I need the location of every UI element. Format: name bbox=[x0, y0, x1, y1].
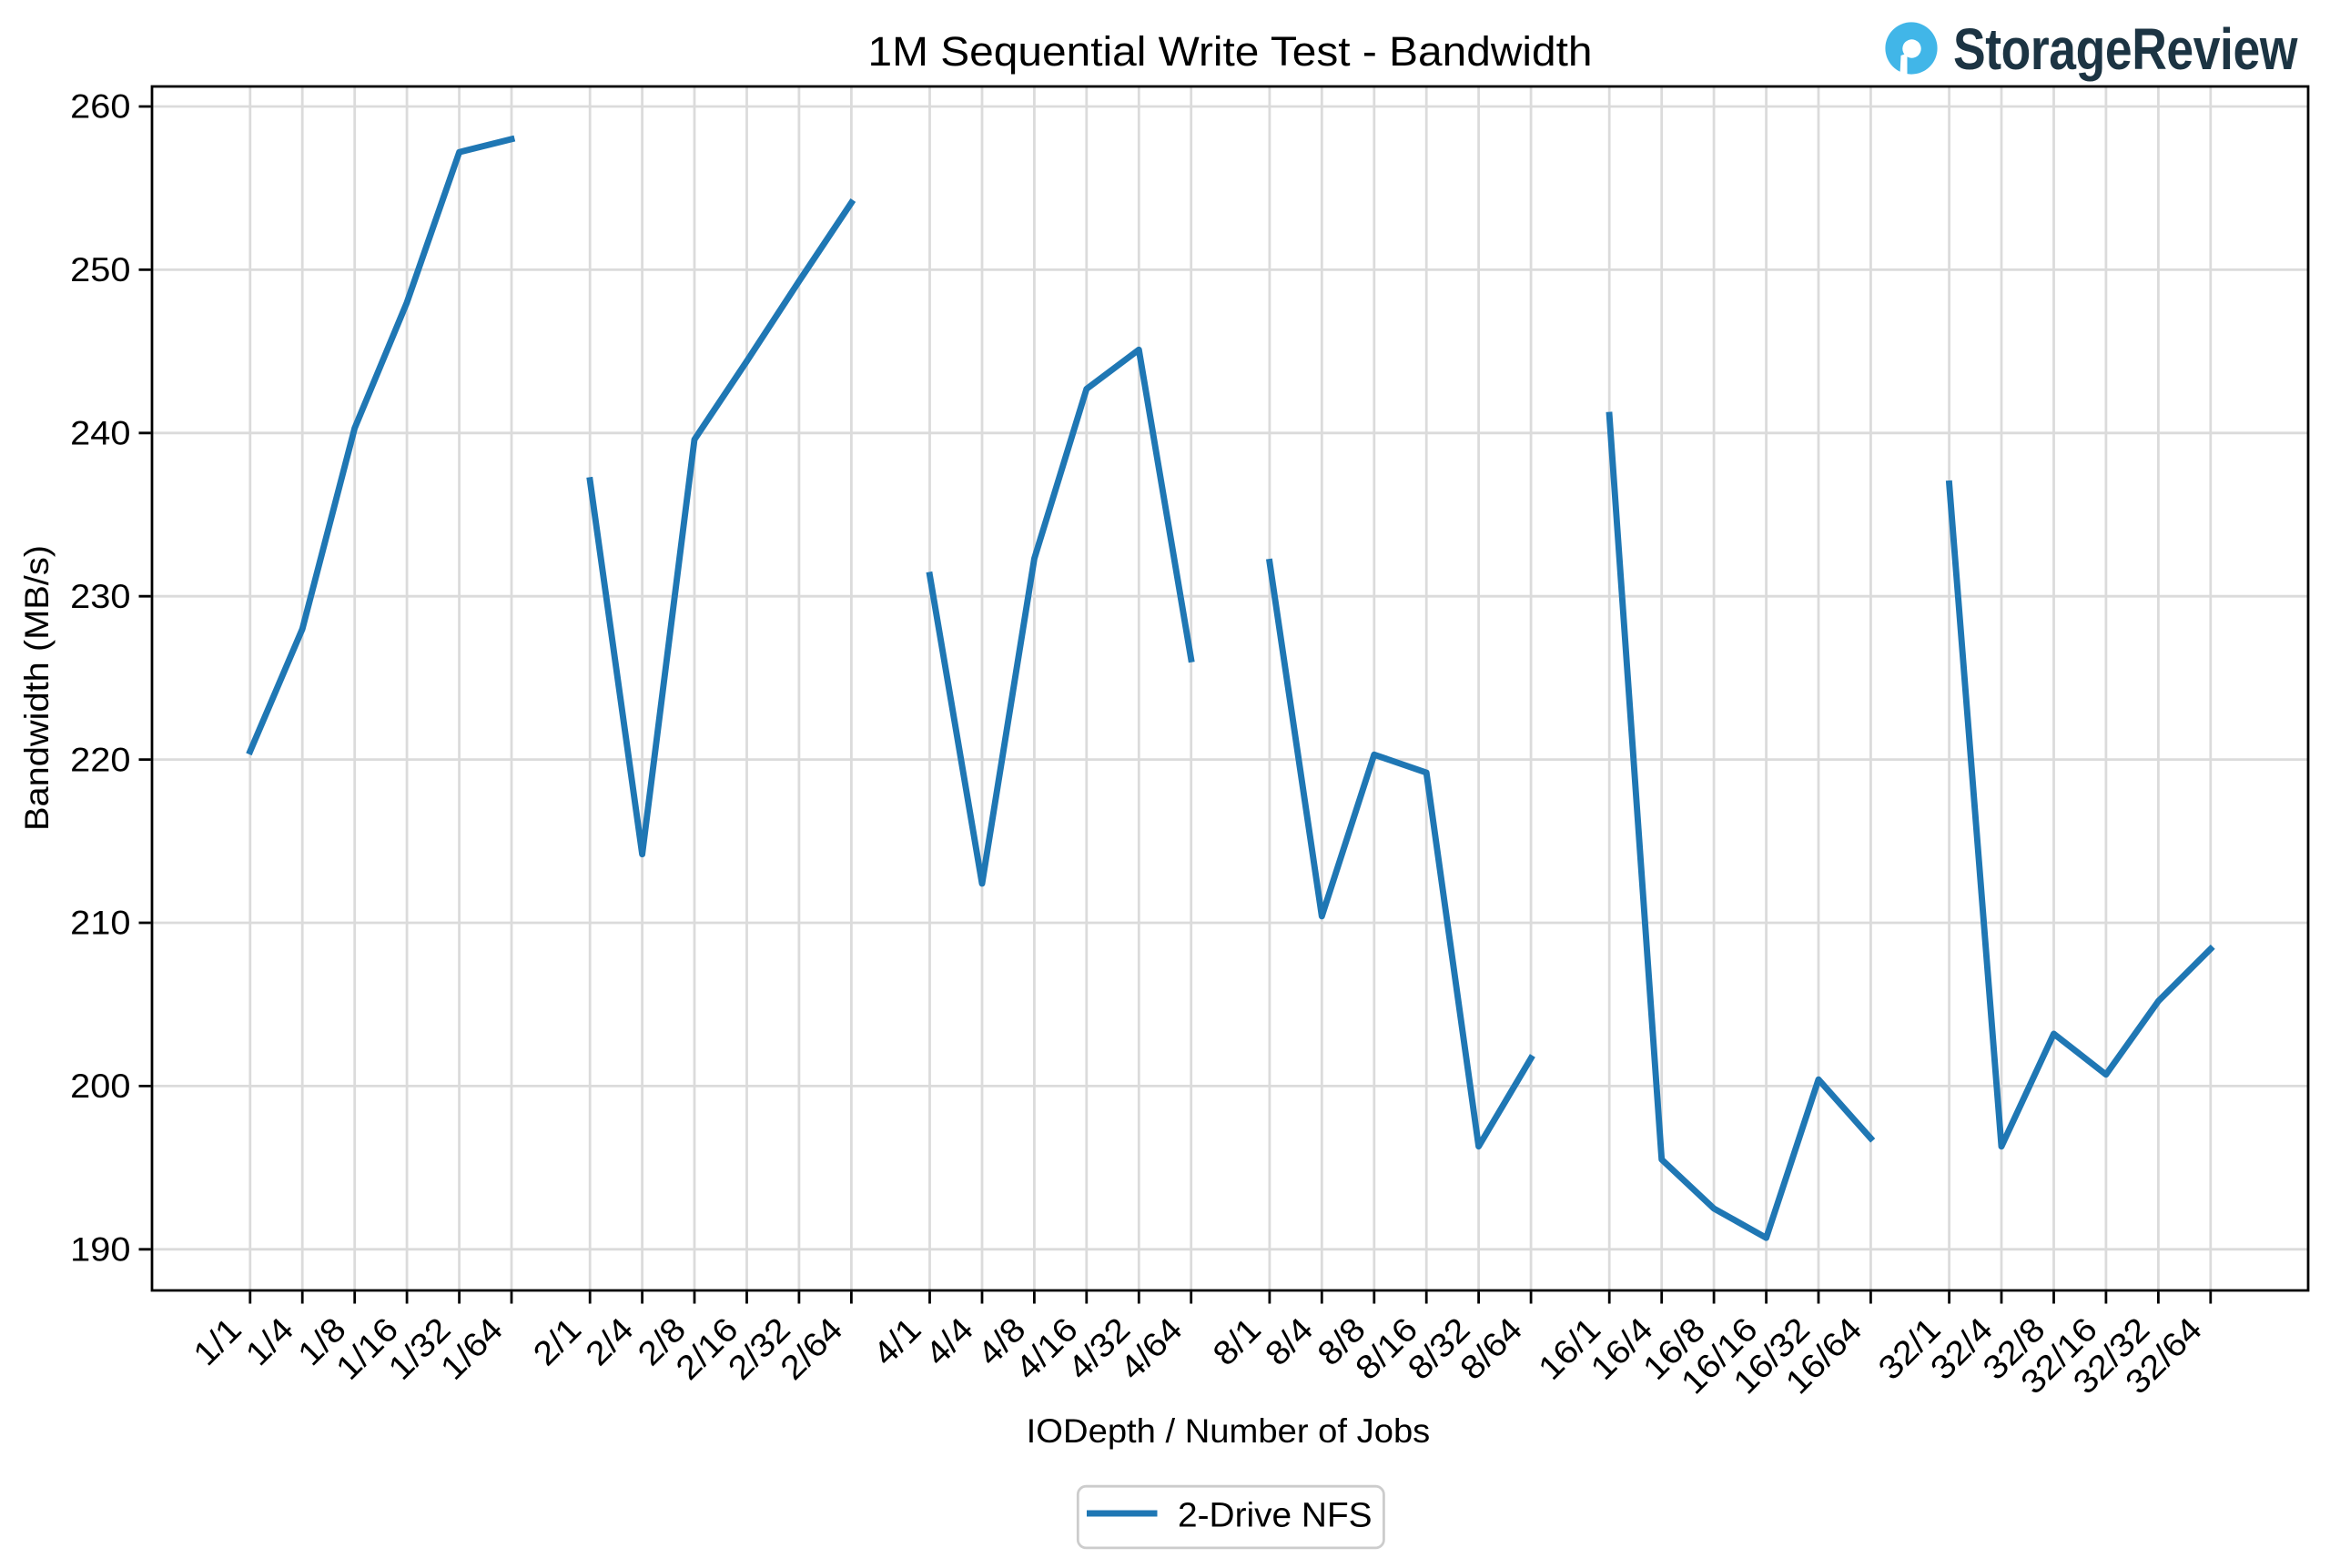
svg-text:200: 200 bbox=[70, 1067, 130, 1105]
svg-text:190: 190 bbox=[70, 1231, 130, 1269]
svg-text:210: 210 bbox=[70, 905, 130, 942]
svg-text:240: 240 bbox=[70, 415, 130, 452]
svg-text:StorageReview: StorageReview bbox=[1953, 16, 2298, 82]
svg-text:2-Drive NFS: 2-Drive NFS bbox=[1178, 1496, 1373, 1535]
svg-text:220: 220 bbox=[70, 741, 130, 778]
svg-text:Bandwidth (MB/s): Bandwidth (MB/s) bbox=[18, 545, 56, 831]
svg-text:250: 250 bbox=[70, 251, 130, 288]
svg-text:IODepth / Number of Jobs: IODepth / Number of Jobs bbox=[1027, 1412, 1431, 1450]
svg-text:230: 230 bbox=[70, 578, 130, 615]
svg-text:260: 260 bbox=[70, 88, 130, 126]
svg-text:1M Sequential Write Test - Ban: 1M Sequential Write Test - Bandwidth bbox=[868, 28, 1593, 75]
